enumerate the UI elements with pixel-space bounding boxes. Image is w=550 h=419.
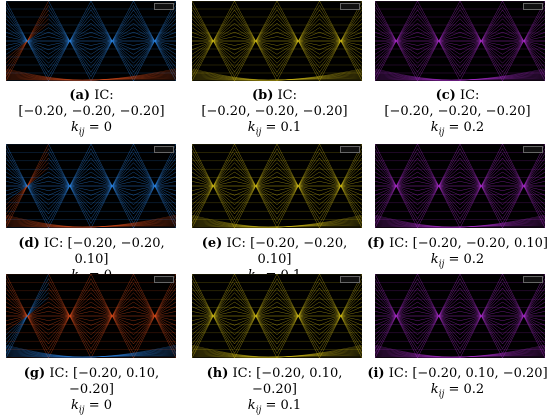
- k-subscript: ij: [78, 405, 85, 416]
- ic-prefix: IC:: [226, 236, 246, 251]
- legend-box: [340, 146, 360, 153]
- panel-letter: (b): [251, 88, 274, 103]
- ic-prefix: IC:: [459, 88, 480, 103]
- plot-panel: [375, 144, 545, 228]
- panel-caption: (g) IC: [−0.20, 0.10, −0.20] kij = 0: [0, 366, 183, 419]
- ic-values: [−0.20, −0.20, 0.10]: [67, 236, 165, 267]
- trajectory-lines: [6, 144, 176, 228]
- k-symbol: k: [430, 120, 439, 135]
- legend-box: [340, 3, 360, 10]
- panel-caption: (c) IC: [−0.20, −0.20, −0.20] kij = 0.2: [366, 88, 549, 141]
- legend-box: [523, 146, 543, 153]
- panel-letter: (e): [201, 236, 223, 251]
- trajectory-lines: [375, 144, 545, 228]
- legend-box: [523, 276, 543, 283]
- trajectory-lines: [6, 1, 176, 81]
- plot-image: [192, 1, 362, 81]
- ic-prefix: IC:: [389, 236, 409, 251]
- panel-letter: (h): [206, 366, 229, 381]
- k-symbol: k: [430, 382, 439, 397]
- k-value: = 0.2: [448, 252, 485, 267]
- k-symbol: k: [430, 252, 439, 267]
- plot-image: [6, 144, 176, 228]
- legend-box: [523, 3, 543, 10]
- panel-letter: (a): [69, 88, 91, 103]
- legend-box: [154, 276, 174, 283]
- k-subscript: ij: [438, 127, 445, 138]
- panel-caption: (b) IC: [−0.20, −0.20, −0.20] kij = 0.1: [183, 88, 366, 141]
- legend-box: [154, 3, 174, 10]
- trajectory-lines: [375, 1, 545, 81]
- plot-image: [375, 1, 545, 81]
- ic-values: [−0.20, 0.10, −0.20]: [252, 366, 343, 397]
- trajectory-lines: [6, 274, 176, 358]
- k-symbol: k: [247, 120, 256, 135]
- panel-caption: (h) IC: [−0.20, 0.10, −0.20] kij = 0.1: [183, 366, 366, 419]
- plot-panel: [192, 1, 362, 81]
- plot-image: [6, 274, 176, 358]
- trajectory-lines: [192, 144, 362, 228]
- k-value: = 0.2: [448, 120, 485, 135]
- plot-image: [192, 274, 362, 358]
- panel-letter: (c): [435, 88, 456, 103]
- ic-values: [−0.20, 0.10, −0.20]: [412, 366, 548, 381]
- ic-values: [−0.20, −0.20, −0.20]: [201, 104, 348, 119]
- plot-panel: [375, 274, 545, 358]
- k-value: = 0.2: [448, 382, 485, 397]
- plot-image: [375, 144, 545, 228]
- plot-panel: [192, 274, 362, 358]
- k-subscript: ij: [438, 259, 445, 270]
- ic-values: [−0.20, −0.20, −0.20]: [18, 104, 165, 119]
- plot-panel: [375, 1, 545, 81]
- ic-prefix: IC:: [388, 366, 409, 381]
- plot-panel: [6, 1, 176, 81]
- plot-image: [6, 1, 176, 81]
- panel-letter: (f): [367, 236, 385, 251]
- k-subscript: ij: [255, 127, 262, 138]
- ic-values: [−0.20, 0.10, −0.20]: [69, 366, 160, 397]
- trajectory-lines: [192, 1, 362, 81]
- plot-panel: [6, 274, 176, 358]
- ic-prefix: IC:: [94, 88, 114, 103]
- plot-image: [375, 274, 545, 358]
- plot-panel: [6, 144, 176, 228]
- ic-values: [−0.20, −0.20, 0.10]: [412, 236, 548, 251]
- ic-prefix: IC:: [277, 88, 297, 103]
- k-value: = 0.1: [265, 120, 302, 135]
- k-subscript: ij: [438, 389, 445, 400]
- legend-box: [340, 276, 360, 283]
- k-subscript: ij: [78, 127, 85, 138]
- trajectory-lines: [192, 274, 362, 358]
- panel-letter: (i): [367, 366, 385, 381]
- k-value: = 0: [88, 120, 112, 135]
- k-subscript: ij: [255, 405, 262, 416]
- panel-caption: (i) IC: [−0.20, 0.10, −0.20] kij = 0.2: [366, 366, 549, 403]
- plot-panel: [192, 144, 362, 228]
- panel-caption: (a) IC: [−0.20, −0.20, −0.20] kij = 0: [0, 88, 183, 141]
- panel-caption: (f) IC: [−0.20, −0.20, 0.10] kij = 0.2: [366, 236, 549, 273]
- ic-values: [−0.20, −0.20, 0.10]: [250, 236, 348, 267]
- trajectory-lines: [375, 274, 545, 358]
- panel-letter: (d): [18, 236, 40, 251]
- plot-image: [192, 144, 362, 228]
- ic-prefix: IC:: [43, 236, 64, 251]
- panel-caption: (d) IC: [−0.20, −0.20, 0.10]kij = 0: [0, 236, 183, 289]
- ic-prefix: IC:: [232, 366, 252, 381]
- k-symbol: k: [71, 120, 79, 135]
- legend-box: [154, 146, 174, 153]
- panel-letter: (g): [23, 366, 46, 381]
- ic-values: [−0.20, −0.20, −0.20]: [384, 104, 531, 119]
- ic-prefix: IC:: [49, 366, 69, 381]
